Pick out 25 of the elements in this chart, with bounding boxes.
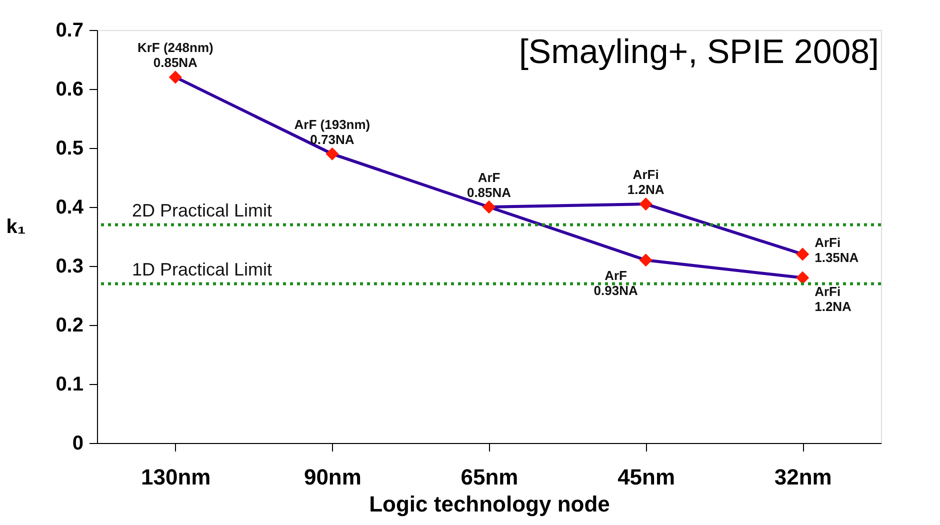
annotation: [Smayling+, SPIE 2008] [518, 33, 879, 71]
annotation: ArFi 1.35NA [814, 235, 860, 266]
y-tick-label: 0.2 [56, 314, 84, 336]
annotation: ArF 0.85NA [466, 170, 512, 200]
ref-line-label: 1D Practical Limit [132, 260, 272, 280]
annotation: ArFi 1.2NA [627, 167, 665, 198]
x-tick-label: 65nm [460, 464, 518, 490]
x-tick-label: 90nm [304, 464, 362, 490]
y-tick-label: 0.4 [56, 196, 84, 218]
x-tick-label: 130nm [141, 464, 211, 490]
y-tick-label: 0.6 [56, 78, 84, 100]
y-tick-label: 0 [72, 432, 84, 454]
ref-line-label: 2D Practical Limit [132, 200, 272, 221]
y-axis-title: k₁ [6, 216, 26, 238]
annotation: ArFi 1.2NA [814, 284, 852, 314]
y-tick-label: 0.7 [56, 20, 84, 42]
x-tick-label: 45nm [618, 464, 676, 490]
annotation: KrF (248nm) 0.85NA [137, 40, 214, 70]
x-axis-title: Logic technology node [369, 492, 610, 516]
y-tick-label: 0.1 [56, 374, 84, 396]
annotation: ArF (193nm) 0.73NA [294, 116, 370, 147]
y-tick-label: 0.3 [56, 256, 84, 278]
x-tick-label: 32nm [774, 464, 832, 490]
y-tick-label: 0.5 [56, 138, 84, 160]
annotation: ArF 0.93NA [594, 268, 638, 298]
